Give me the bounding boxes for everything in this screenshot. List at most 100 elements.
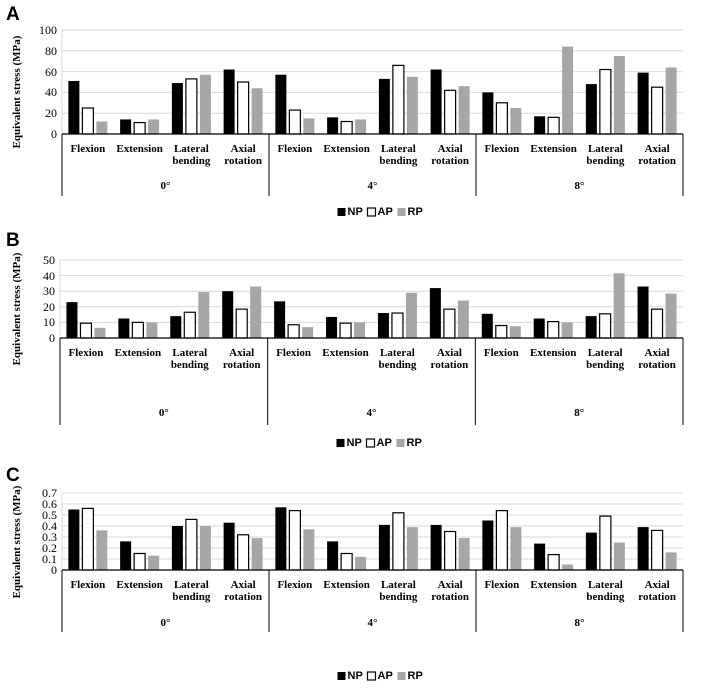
- x-tick-label: Lateral bending: [586, 579, 625, 603]
- bar: [185, 78, 198, 135]
- legend-swatch: [337, 672, 346, 680]
- y-tick-label: 80: [45, 43, 57, 58]
- x-tick-label: Axial rotation: [431, 143, 469, 167]
- bar: [171, 83, 183, 134]
- bar: [599, 313, 612, 339]
- x-tick-label: Lateral bending: [379, 579, 418, 603]
- bar: [288, 109, 301, 135]
- y-tick-label: 50: [43, 253, 55, 267]
- bar: [443, 308, 456, 339]
- bar: [133, 121, 146, 135]
- x-tick-label: Flexion: [277, 579, 313, 591]
- bar: [171, 526, 183, 570]
- bar: [637, 286, 649, 338]
- x-tick-label: Axial rotation: [431, 579, 469, 603]
- x-tick-label: Flexion: [484, 143, 520, 155]
- bar: [120, 541, 132, 570]
- bar: [561, 322, 573, 338]
- bar: [81, 107, 94, 135]
- bar: [235, 308, 248, 339]
- x-tick-label: Lateral bending: [170, 347, 209, 371]
- y-tick-label: 0.4: [42, 519, 57, 533]
- bar: [391, 312, 404, 339]
- bar: [68, 80, 80, 134]
- bar: [458, 538, 470, 570]
- bar: [81, 507, 94, 571]
- bar: [275, 507, 287, 570]
- y-tick-label: 0.3: [42, 530, 57, 544]
- group-label: 0°: [158, 407, 169, 419]
- x-tick-label: Extension: [529, 347, 577, 359]
- bar: [665, 552, 677, 570]
- bar: [288, 510, 301, 571]
- bar: [66, 302, 78, 338]
- panel-label: A: [6, 4, 20, 25]
- bar: [482, 92, 494, 134]
- x-tick-label: Flexion: [70, 579, 106, 591]
- bar: [392, 64, 405, 135]
- bar: [148, 119, 160, 134]
- group-label: 4°: [367, 180, 378, 192]
- bar: [430, 69, 442, 134]
- bar: [599, 68, 612, 135]
- legend-label: AP: [376, 437, 392, 449]
- legend-label: RP: [407, 670, 423, 682]
- bar: [237, 81, 250, 135]
- bar: [495, 324, 508, 339]
- bar: [405, 292, 417, 338]
- bar: [339, 322, 352, 339]
- legend-swatch: [366, 671, 377, 681]
- legend-swatch: [396, 439, 405, 447]
- y-tick-label: 0: [51, 127, 57, 141]
- x-tick-label: Axial rotation: [224, 579, 262, 603]
- bar: [651, 86, 664, 135]
- bar: [637, 72, 649, 134]
- y-tick-label: 0.6: [42, 497, 57, 511]
- y-axis-title: Equivalent stress (MPa): [11, 485, 23, 598]
- bar: [303, 118, 315, 134]
- bar: [651, 529, 664, 571]
- bar: [495, 510, 508, 571]
- bar: [534, 543, 546, 570]
- bar: [68, 509, 80, 570]
- x-tick-label: Lateral bending: [586, 347, 625, 371]
- x-tick-label: Extension: [530, 579, 577, 591]
- x-tick-label: Lateral bending: [378, 347, 417, 371]
- bar: [665, 67, 677, 134]
- y-tick-label: 0.7: [42, 486, 57, 500]
- bar: [327, 117, 339, 134]
- bar: [146, 322, 158, 338]
- bar: [355, 119, 367, 134]
- x-tick-label: Flexion: [484, 579, 520, 591]
- y-tick-label: 0: [51, 563, 57, 577]
- y-tick-label: 60: [45, 64, 57, 79]
- bar: [457, 300, 469, 338]
- x-tick-label: Lateral bending: [586, 143, 625, 167]
- bar: [547, 116, 560, 135]
- bar: [392, 512, 405, 571]
- bar: [547, 553, 560, 571]
- bar: [406, 527, 418, 570]
- y-tick-label: 0: [49, 331, 55, 345]
- bar: [148, 555, 160, 570]
- bar: [237, 534, 250, 571]
- x-tick-label: Flexion: [68, 347, 104, 359]
- bar: [199, 526, 211, 570]
- x-tick-label: Flexion: [70, 143, 106, 155]
- y-tick-label: 0.1: [42, 552, 57, 566]
- bar: [533, 318, 545, 338]
- legend-swatch: [337, 208, 346, 216]
- bar: [444, 89, 457, 135]
- y-tick-label: 40: [45, 85, 57, 100]
- bar: [377, 313, 389, 338]
- bar: [444, 530, 457, 571]
- bar: [378, 524, 390, 570]
- bar: [340, 552, 353, 571]
- x-tick-label: Flexion: [277, 143, 313, 155]
- bar: [222, 291, 234, 338]
- bar: [585, 84, 597, 134]
- group-label: 0°: [160, 180, 171, 192]
- bar: [665, 293, 677, 338]
